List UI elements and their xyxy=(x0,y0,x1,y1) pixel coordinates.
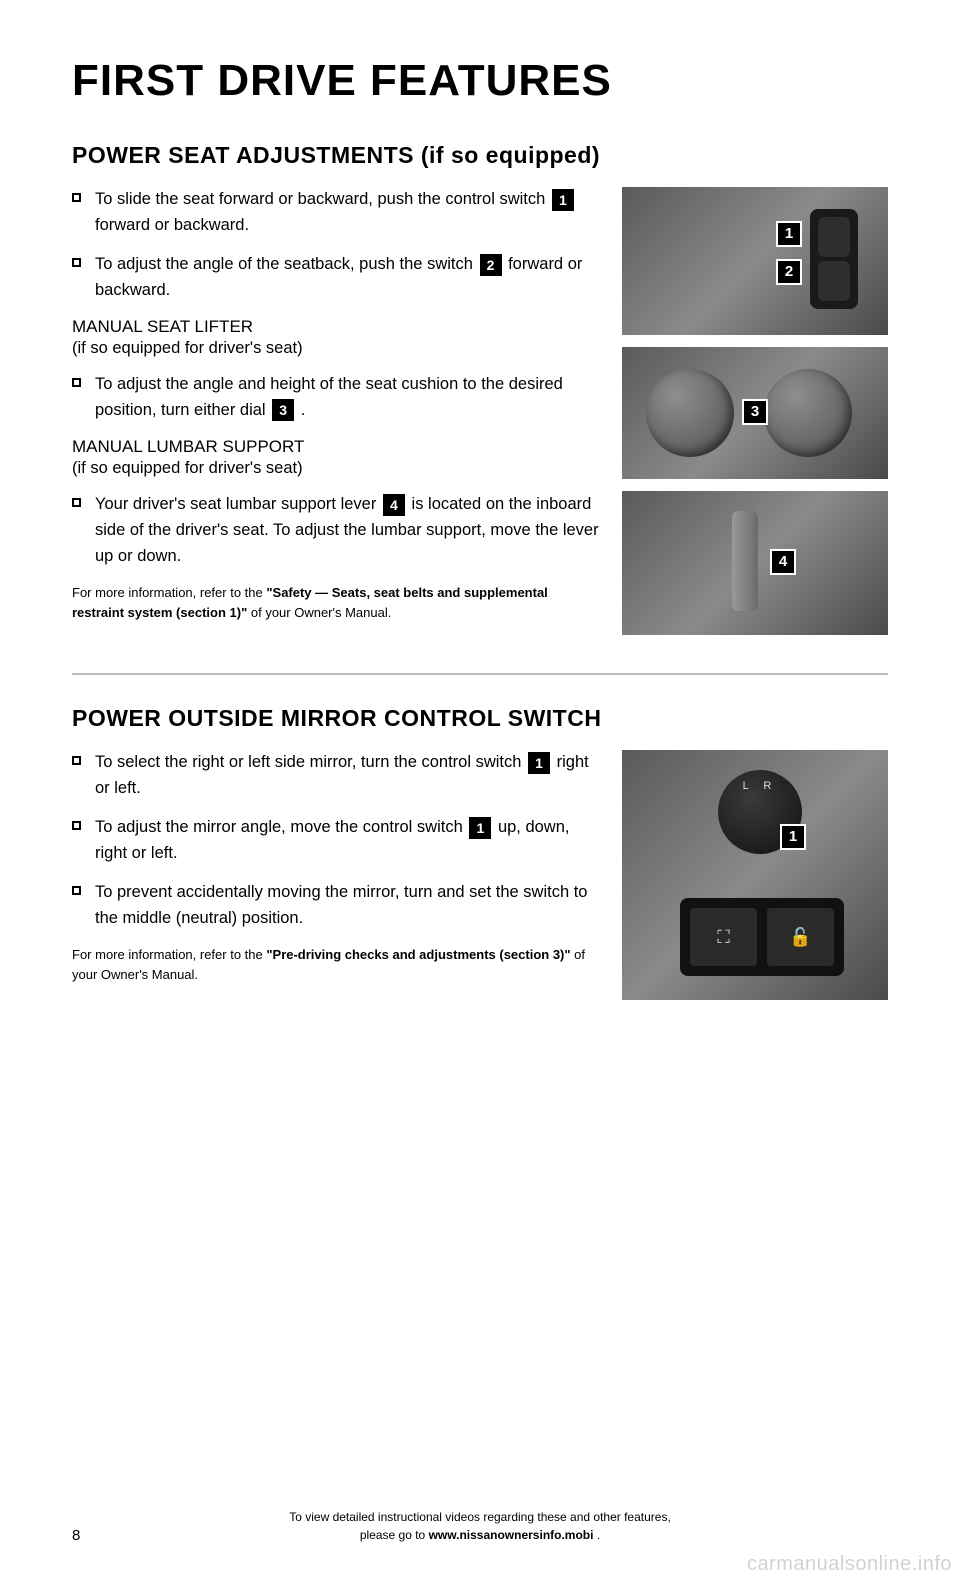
dial-shape xyxy=(646,369,734,457)
bullet-text: To adjust the angle and height of the se… xyxy=(95,372,602,423)
badge-1-icon: 1 xyxy=(469,817,491,839)
text-fragment: For more information, refer to the xyxy=(72,585,266,600)
footer-line-2: please go to www.nissanownersinfo.mobi . xyxy=(72,1526,888,1544)
text-fragment: For more information, refer to the xyxy=(72,947,266,962)
image-mirror-switch: 1 ⛶ 🔓 xyxy=(622,750,888,1000)
page-title: FIRST DRIVE FEATURES xyxy=(72,56,888,106)
list-item: To adjust the mirror angle, move the con… xyxy=(72,815,602,866)
image-label-1: 1 xyxy=(776,221,802,247)
bullet-text: To slide the seat forward or backward, p… xyxy=(95,187,602,238)
list-item: To adjust the angle of the seatback, pus… xyxy=(72,252,602,303)
bullet-text: To adjust the angle of the seatback, pus… xyxy=(95,252,602,303)
image-label-1: 1 xyxy=(780,824,806,850)
bullet-text: To adjust the mirror angle, move the con… xyxy=(95,815,602,866)
info-note-mirror: For more information, refer to the "Pre-… xyxy=(72,945,602,984)
bullet-text: To prevent accidentally moving the mirro… xyxy=(95,880,602,931)
badge-4-icon: 4 xyxy=(383,494,405,516)
bullet-icon xyxy=(72,378,81,387)
list-item: To adjust the angle and height of the se… xyxy=(72,372,602,423)
section-heading-power-seat: POWER SEAT ADJUSTMENTS (if so equipped) xyxy=(72,142,888,169)
text-fragment: To adjust the angle and height of the se… xyxy=(95,375,563,419)
footer-line-1: To view detailed instructional videos re… xyxy=(72,1508,888,1526)
badge-1-icon: 1 xyxy=(552,189,574,211)
section-heading-mirror: POWER OUTSIDE MIRROR CONTROL SWITCH xyxy=(72,705,888,732)
text-fragment: please go to xyxy=(360,1528,429,1542)
bullet-icon xyxy=(72,498,81,507)
subheading-seat-lifter: MANUAL SEAT LIFTER xyxy=(72,317,602,337)
text-fragment: To adjust the mirror angle, move the con… xyxy=(95,818,467,836)
fold-mirror-icon: ⛶ xyxy=(690,908,757,966)
text-fragment: of your Owner's Manual. xyxy=(251,605,392,620)
section-2-row: To select the right or left side mirror,… xyxy=(72,750,888,1012)
subnote-lumbar: (if so equipped for driver's seat) xyxy=(72,459,602,478)
info-note-seat: For more information, refer to the "Safe… xyxy=(72,583,602,622)
seat-rocker-shape xyxy=(810,209,858,309)
image-seat-dial: 3 xyxy=(622,347,888,479)
section-2-text: To select the right or left side mirror,… xyxy=(72,750,602,1012)
text-fragment: To select the right or left side mirror,… xyxy=(95,753,526,771)
bullet-icon xyxy=(72,821,81,830)
image-seat-switch: 1 2 xyxy=(622,187,888,335)
bullet-text: To select the right or left side mirror,… xyxy=(95,750,602,801)
page-number: 8 xyxy=(72,1527,80,1544)
bullet-icon xyxy=(72,886,81,895)
text-fragment: forward or backward. xyxy=(95,216,249,234)
bullet-icon xyxy=(72,756,81,765)
dial-shape xyxy=(764,369,852,457)
image-label-4: 4 xyxy=(770,549,796,575)
footer-note: To view detailed instructional videos re… xyxy=(72,1508,888,1544)
list-item: Your driver's seat lumbar support lever … xyxy=(72,492,602,569)
text-fragment: To adjust the angle of the seatback, pus… xyxy=(95,255,478,273)
section-1-images: 1 2 3 4 xyxy=(622,187,888,647)
image-lumbar-lever: 4 xyxy=(622,491,888,635)
bullet-text: Your driver's seat lumbar support lever … xyxy=(95,492,602,569)
list-item: To prevent accidentally moving the mirro… xyxy=(72,880,602,931)
section-divider xyxy=(72,673,888,675)
text-fragment: To slide the seat forward or backward, p… xyxy=(95,190,550,208)
badge-1-icon: 1 xyxy=(528,752,550,774)
text-fragment: . xyxy=(301,401,306,419)
section-1-text: To slide the seat forward or backward, p… xyxy=(72,187,602,647)
text-fragment: Your driver's seat lumbar support lever xyxy=(95,495,381,513)
subheading-lumbar: MANUAL LUMBAR SUPPORT xyxy=(72,437,602,457)
image-label-2: 2 xyxy=(776,259,802,285)
section-2-images: 1 ⛶ 🔓 xyxy=(622,750,888,1012)
subnote-seat-lifter: (if so equipped for driver's seat) xyxy=(72,339,602,358)
text-fragment: . xyxy=(597,1528,600,1542)
bullet-icon xyxy=(72,193,81,202)
badge-3-icon: 3 xyxy=(272,399,294,421)
lock-panel-shape: ⛶ 🔓 xyxy=(680,898,844,976)
list-item: To slide the seat forward or backward, p… xyxy=(72,187,602,238)
info-bold: "Pre-driving checks and adjustments (sec… xyxy=(266,947,570,962)
badge-2-icon: 2 xyxy=(480,254,502,276)
list-item: To select the right or left side mirror,… xyxy=(72,750,602,801)
section-1-row: To slide the seat forward or backward, p… xyxy=(72,187,888,647)
image-label-3: 3 xyxy=(742,399,768,425)
watermark: carmanualsonline.info xyxy=(747,1553,952,1576)
lock-icon: 🔓 xyxy=(767,908,834,966)
lever-shape xyxy=(732,511,758,611)
bullet-icon xyxy=(72,258,81,267)
footer-url: www.nissanownersinfo.mobi xyxy=(429,1528,594,1542)
